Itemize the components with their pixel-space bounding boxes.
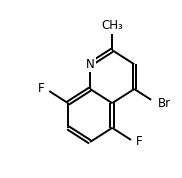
Text: F: F <box>38 82 45 96</box>
Text: F: F <box>136 135 142 148</box>
Text: N: N <box>86 58 94 71</box>
Text: CH₃: CH₃ <box>101 19 123 32</box>
Text: Br: Br <box>158 97 171 110</box>
